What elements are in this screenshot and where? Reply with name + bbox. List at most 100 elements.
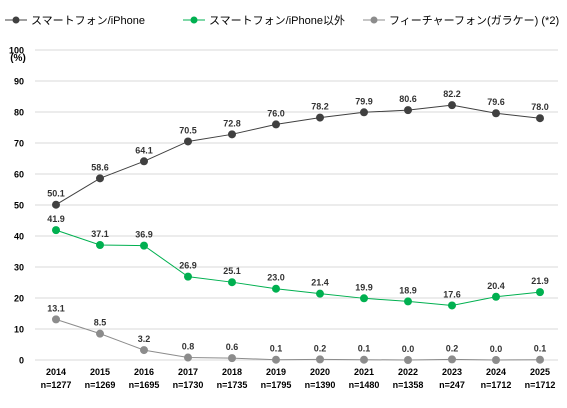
data-point [52, 200, 60, 209]
data-label: 18.9 [399, 285, 417, 295]
data-point [184, 137, 192, 146]
x-sample-size-label: n=1358 [393, 380, 424, 390]
data-point [536, 355, 544, 364]
data-point [96, 240, 104, 249]
data-point [228, 130, 236, 139]
x-tick-label: 2020 [310, 367, 330, 377]
data-label: 50.1 [47, 189, 65, 199]
x-sample-size-label: n=1390 [305, 380, 336, 390]
x-tick-label: 2018 [222, 367, 242, 377]
data-label: 20.4 [487, 281, 505, 291]
x-tick-label: 2024 [486, 367, 506, 377]
x-sample-size-label: n=1712 [481, 380, 512, 390]
y-tick-label: 40 [14, 232, 24, 242]
data-label: 0.1 [358, 344, 371, 354]
legend-marker [190, 16, 198, 24]
legend-label: スマートフォン/iPhone [31, 15, 145, 27]
series-group: 50.1 58.6 64.1 70.5 72.8 76.0 78.2 79.9 80.6 82.2… [47, 89, 549, 364]
x-sample-size-label: n=1795 [261, 380, 292, 390]
data-label: 70.5 [179, 125, 197, 135]
data-point [492, 109, 500, 118]
x-sample-size-label: n=1269 [85, 380, 116, 390]
x-tick-label: 2022 [398, 367, 418, 377]
data-label: 13.1 [47, 303, 65, 313]
data-point [536, 114, 544, 123]
series-line [55, 104, 541, 206]
y-axis-ticks: 0 10 20 30 40 50 60 70 80 90 100 [9, 46, 24, 366]
data-point [448, 101, 456, 110]
x-tick-label: 2017 [178, 367, 198, 377]
x-tick-label: 2019 [266, 367, 286, 377]
data-label: 21.4 [311, 278, 329, 288]
legend-label: フィーチャーフォン(ガラケー) (*2) [389, 14, 559, 27]
series-2: 41.9 37.1 36.9 26.9 25.1 23.0 21.4 19.9 18.9 17.6… [47, 214, 549, 310]
data-label: 79.9 [355, 96, 373, 106]
series-1: 50.1 58.6 64.1 70.5 72.8 76.0 78.2 79.9 80.6 82.2… [47, 89, 549, 209]
data-label: 80.6 [399, 94, 417, 104]
data-point [52, 315, 60, 324]
x-sample-size-label: n=1735 [217, 380, 248, 390]
y-tick-label: 20 [14, 294, 24, 304]
data-point [448, 355, 456, 364]
data-point [536, 288, 544, 297]
legend-item: スマートフォン/iPhone [5, 15, 145, 27]
data-label: 58.6 [91, 162, 109, 172]
data-label: 0.0 [402, 344, 415, 354]
y-tick-label: 10 [14, 325, 24, 335]
legend-marker [12, 16, 20, 24]
data-point [52, 226, 60, 235]
data-point [184, 272, 192, 281]
x-tick-label: 2015 [90, 367, 110, 377]
data-label: 0.1 [534, 344, 547, 354]
data-label: 23.0 [267, 273, 285, 283]
x-tick-label: 2025 [530, 367, 550, 377]
y-tick-label: 0 [19, 356, 24, 366]
series-line [55, 318, 541, 361]
data-point [404, 106, 412, 115]
data-point [316, 113, 324, 122]
data-point [316, 289, 324, 298]
x-tick-label: 2023 [442, 367, 462, 377]
x-sample-size-label: n=1730 [173, 380, 204, 390]
data-point [360, 108, 368, 117]
y-axis-unit-label: (%) [10, 53, 26, 64]
x-sample-size-label: n=247 [439, 380, 465, 390]
series-line [55, 229, 541, 306]
data-label: 25.1 [223, 266, 241, 276]
legend-item: スマートフォン/iPhone以外 [183, 14, 345, 27]
data-point [272, 120, 280, 129]
x-sample-size-label: n=1480 [349, 380, 380, 390]
data-point [140, 157, 148, 166]
data-label: 19.9 [355, 282, 373, 292]
data-point [228, 354, 236, 363]
y-tick-label: 100 [9, 46, 24, 56]
y-tick-label: 90 [14, 77, 24, 87]
x-tick-label: 2014 [46, 367, 66, 377]
data-label: 37.1 [91, 229, 109, 239]
data-point [184, 353, 192, 362]
data-point [448, 301, 456, 310]
data-label: 0.2 [314, 343, 327, 353]
data-point [316, 355, 324, 364]
x-sample-size-label: n=1277 [41, 380, 72, 390]
legend-item: フィーチャーフォン(ガラケー) (*2) [363, 14, 559, 27]
data-label: 0.0 [490, 344, 503, 354]
y-tick-label: 30 [14, 263, 24, 273]
x-sample-size-label: n=1712 [525, 380, 556, 390]
data-label: 0.2 [446, 343, 459, 353]
data-point [272, 355, 280, 364]
data-point [492, 292, 500, 301]
data-label: 0.1 [270, 344, 283, 354]
data-label: 41.9 [47, 214, 65, 224]
data-label: 36.9 [135, 230, 153, 240]
data-point [360, 294, 368, 303]
data-point [140, 346, 148, 355]
data-point [272, 284, 280, 293]
data-label: 26.9 [179, 261, 197, 271]
x-axis-ticks: 2014 n=1277 2015 n=1269 2016 n=1695 2017 n=1730… [41, 367, 556, 390]
y-tick-label: 60 [14, 170, 24, 180]
data-label: 0.6 [226, 342, 239, 352]
data-label: 3.2 [138, 334, 151, 344]
data-label: 79.6 [487, 97, 505, 107]
